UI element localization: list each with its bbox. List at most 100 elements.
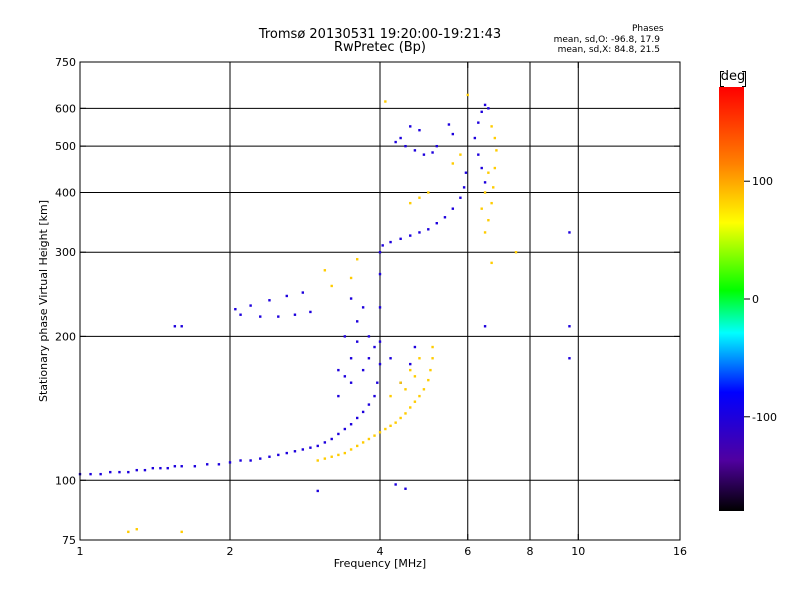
data-point (301, 448, 305, 451)
data-point (427, 228, 430, 231)
data-point (404, 388, 407, 391)
data-point (422, 388, 426, 391)
data-point (413, 375, 417, 378)
data-point (431, 357, 434, 360)
data-point (323, 269, 327, 272)
data-point (409, 125, 412, 128)
data-point (418, 231, 421, 234)
data-point (435, 144, 438, 148)
data-point (367, 403, 371, 406)
y-tick-label: 600 (55, 102, 76, 115)
data-point (431, 151, 434, 154)
data-point (490, 201, 493, 205)
data-point (568, 325, 571, 328)
data-point (378, 431, 382, 434)
data-point (477, 153, 480, 156)
data-point (451, 132, 455, 136)
data-point (413, 400, 417, 403)
data-point (483, 231, 487, 234)
data-point (373, 394, 376, 398)
data-point (180, 465, 183, 468)
data-point (249, 304, 252, 307)
y-tick-label: 500 (55, 140, 76, 153)
data-point (413, 345, 417, 349)
data-point (462, 186, 466, 189)
data-point (349, 297, 353, 300)
data-point (487, 219, 490, 222)
data-point (159, 466, 162, 470)
y-tick-label: 100 (55, 474, 76, 487)
data-point (487, 171, 490, 174)
data-point (361, 306, 365, 309)
data-point (466, 93, 469, 97)
data-point (399, 237, 402, 241)
data-point (239, 459, 242, 462)
data-point (376, 381, 379, 384)
data-point (316, 459, 319, 462)
data-point (409, 234, 412, 237)
data-point (355, 416, 359, 420)
data-point (349, 357, 353, 360)
data-point (490, 125, 493, 128)
data-point (337, 394, 340, 398)
data-point (234, 307, 237, 311)
data-point (409, 406, 412, 409)
colorbar (719, 87, 744, 511)
data-point (268, 299, 271, 302)
data-point (427, 191, 430, 194)
data-point (459, 153, 462, 156)
data-point (490, 261, 493, 265)
data-point (418, 394, 421, 398)
stats-line-x: mean, sd,X: 84.8, 21.5 (557, 45, 660, 55)
data-point (361, 368, 365, 372)
data-point (316, 444, 319, 448)
data-point (293, 450, 297, 453)
data-point (349, 423, 353, 426)
data-point (422, 153, 426, 156)
data-point (418, 196, 421, 199)
y-tick-label: 75 (62, 534, 76, 547)
y-axis-label: Stationary phase Virtual Height [km] (37, 200, 50, 402)
data-point (259, 315, 262, 318)
data-point (135, 468, 138, 472)
data-point (99, 472, 102, 476)
data-point (394, 421, 397, 424)
data-point (451, 207, 455, 210)
x-tick-label: 1 (77, 545, 84, 558)
data-point (173, 325, 177, 328)
data-point (409, 368, 412, 372)
y-tick-label: 300 (55, 246, 76, 259)
data-point (431, 345, 434, 349)
data-point (343, 451, 347, 455)
data-point (404, 487, 407, 490)
data-point (135, 528, 138, 531)
x-tick-label: 2 (227, 545, 234, 558)
colorbar-tick-label: 0 (752, 293, 759, 306)
data-point (309, 310, 312, 314)
data-point (285, 294, 288, 298)
data-point (404, 412, 407, 415)
data-point (483, 103, 487, 107)
data-point (389, 394, 392, 398)
data-point (413, 149, 417, 152)
data-point (337, 368, 340, 372)
data-point (483, 325, 487, 328)
data-point (427, 378, 430, 382)
data-point (249, 459, 252, 462)
data-point (459, 196, 462, 199)
data-point (384, 100, 387, 103)
data-point (473, 136, 477, 140)
data-point (394, 483, 397, 486)
data-point (316, 489, 319, 493)
x-tick-label: 16 (673, 545, 687, 558)
x-tick-label: 4 (377, 545, 384, 558)
data-point (355, 258, 359, 261)
data-point (109, 470, 112, 474)
data-point (418, 128, 421, 132)
data-point (409, 362, 412, 366)
data-point (228, 461, 232, 464)
data-point (343, 335, 347, 338)
data-point (384, 427, 387, 431)
x-tick-label: 10 (571, 545, 585, 558)
data-point (495, 149, 498, 152)
